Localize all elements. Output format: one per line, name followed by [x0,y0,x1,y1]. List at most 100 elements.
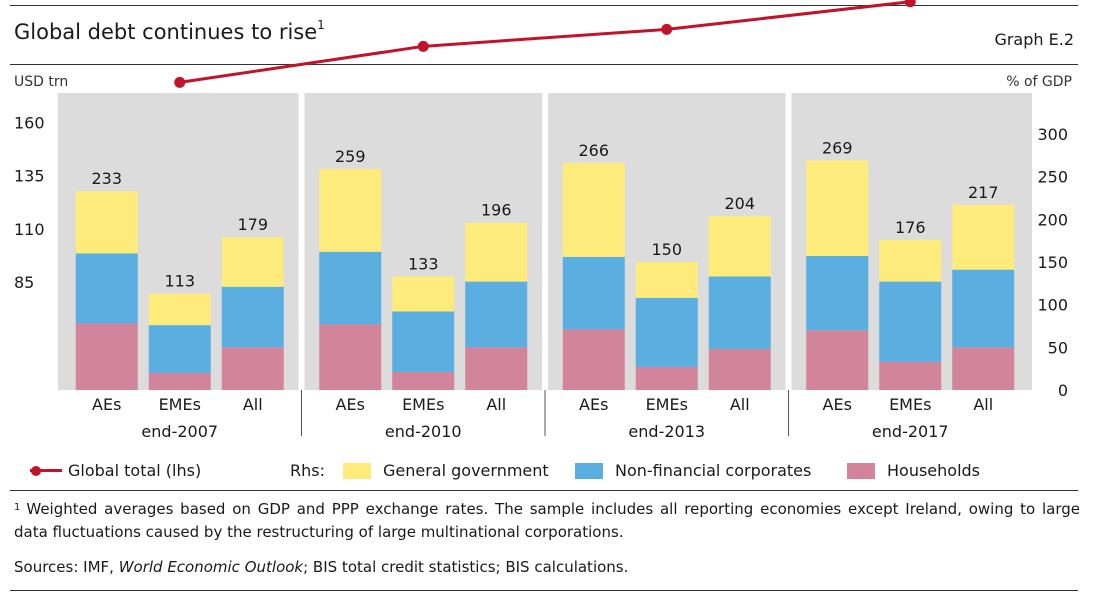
non-financial-corporates-bar [562,256,625,330]
general-government-bar [392,276,455,312]
legend-swatch [847,462,875,479]
title-rule [10,64,1078,65]
non-financial-corporates-bar [806,256,869,331]
category-label: EMEs [402,395,444,414]
right-tick-label: 300 [1037,125,1068,144]
right-tick-label: 50 [1048,338,1068,357]
non-financial-corporates-bar [635,297,698,367]
non-financial-corporates-bar [465,281,528,348]
debt-chart: 233 AEs 113 EMEs 179 All end-2007 259 AEs 133 EMEs… [14,0,1068,441]
global-total-point [904,0,916,8]
legend-swatch [575,462,603,479]
legend-item-non-financial-corporates: Non-financial corporates [575,461,811,480]
bar-total-label: 204 [724,194,755,213]
bar-total-label: 259 [335,147,366,166]
right-tick-label: 100 [1037,296,1068,315]
general-government-bar [562,162,625,257]
category-label: All [730,395,750,414]
category-label: All [973,395,993,414]
top-rule [10,5,1078,6]
non-financial-corporates-bar [221,286,284,348]
non-financial-corporates-bar [319,251,382,325]
chart-title: Global debt continues to rise1 [14,18,325,44]
bar-total-label: 269 [822,138,853,157]
households-bar [75,323,138,390]
legend-rhs-label: Rhs: [290,461,325,480]
bottom-rule [10,590,1078,591]
group-divider [298,93,305,390]
households-bar [806,330,869,390]
households-bar [708,349,771,390]
global-total-line [179,0,911,84]
non-financial-corporates-bar [75,253,138,324]
group-label: end-2017 [872,422,949,441]
general-government-bar [75,191,138,254]
households-bar [952,347,1015,390]
legend-swatch [343,462,371,479]
group-label: end-2010 [385,422,462,441]
category-label: AEs [336,395,365,414]
sources: Sources: IMF, World Economic Outlook; BI… [14,558,629,576]
general-government-bar [708,215,771,277]
general-government-bar [221,237,284,287]
category-label: All [243,395,263,414]
general-government-bar [148,293,211,326]
households-bar [392,372,455,390]
category-label: All [486,395,506,414]
non-financial-corporates-bar [879,281,942,362]
footnote: 1 Weighted averages based on GDP and PPP … [14,500,1080,541]
legend-item-global-total: Global total (lhs) [30,461,201,480]
bar-total-label: 113 [164,272,195,291]
right-tick-label: 150 [1037,253,1068,272]
households-bar [319,324,382,390]
category-label: EMEs [159,395,201,414]
group-divider [785,93,792,390]
left-tick-label: 135 [14,167,45,186]
group-divider [542,93,548,390]
legend-item-general-government: General government [343,461,549,480]
left-tick-label: 110 [14,220,45,239]
legend-rule [10,490,1078,491]
category-label: AEs [823,395,852,414]
group-label: end-2013 [628,422,705,441]
households-bar [562,329,625,390]
legend: Global total (lhs) Rhs: General governme… [0,461,1100,485]
legend-item-households: Households [847,461,980,480]
bar-total-label: 217 [968,183,999,202]
bar-total-label: 196 [481,201,512,220]
global-total-point [174,76,186,88]
right-tick-label: 250 [1037,168,1068,187]
legend-label: Households [887,461,981,480]
households-bar [148,372,211,390]
general-government-bar [635,261,698,298]
households-bar [465,347,528,390]
general-government-bar [806,160,869,257]
non-financial-corporates-bar [952,269,1015,348]
global-total-point [661,23,673,35]
category-label: AEs [92,395,121,414]
category-label: AEs [579,395,608,414]
group-label: end-2007 [141,422,218,441]
households-bar [221,347,284,390]
legend-label: Non-financial corporates [615,461,812,480]
bar-total-label: 179 [237,215,268,234]
legend-line-marker [30,465,62,476]
households-bar [879,361,942,390]
left-tick-label: 160 [14,114,45,133]
general-government-bar [465,222,528,282]
right-tick-label: 0 [1058,381,1068,400]
global-total-point [417,40,429,52]
bar-total-label: 266 [578,141,609,160]
non-financial-corporates-bar [708,276,771,350]
right-tick-label: 200 [1037,210,1068,229]
bar-total-label: 233 [91,169,122,188]
right-axis-unit: % of GDP [1006,74,1072,90]
left-axis-unit: USD trn [14,74,69,90]
bar-total-label: 133 [408,254,439,273]
bar-total-label: 176 [895,218,926,237]
category-label: EMEs [889,395,931,414]
graph-number: Graph E.2 [994,30,1074,49]
general-government-bar [319,168,382,252]
non-financial-corporates-bar [392,311,455,373]
bar-total-label: 150 [651,240,682,259]
